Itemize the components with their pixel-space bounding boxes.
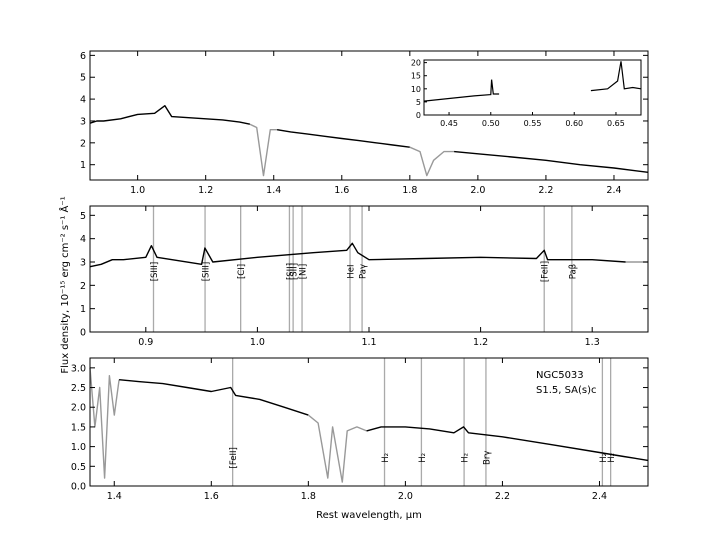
line-marker-label: [SII] bbox=[286, 263, 296, 280]
x-tick-label: 1.6 bbox=[334, 185, 349, 196]
inset-y-tick-label: 15 bbox=[411, 72, 421, 81]
line-marker-label: [NI] bbox=[299, 264, 309, 280]
x-tick-label: 0.9 bbox=[138, 337, 153, 348]
axes-frame bbox=[89, 50, 649, 181]
y-tick-label: 5 bbox=[80, 73, 86, 84]
y-tick-label: 0.0 bbox=[71, 482, 86, 493]
y-tick-label: 0 bbox=[80, 328, 86, 339]
line-marker-label: [FeII] bbox=[541, 261, 551, 282]
x-axis-label: Rest wavelength, μm bbox=[316, 510, 422, 521]
x-tick-label: 2.0 bbox=[470, 185, 485, 196]
object-annotation: NGC5033 bbox=[536, 370, 584, 381]
line-marker-label: [FeII] bbox=[229, 447, 239, 468]
line-marker-label: H₂ bbox=[607, 453, 617, 463]
x-tick-label: 1.0 bbox=[130, 185, 145, 196]
inset-panel: 0.45 0.50 0.55 0.60 0.65 0 5 10 15 20 bbox=[411, 59, 642, 128]
inset-x-tick-label: 0.60 bbox=[565, 119, 583, 128]
inset-y-tick-label: 5 bbox=[416, 98, 421, 107]
inset-frame bbox=[423, 59, 642, 116]
line-marker-label: HeI bbox=[347, 264, 357, 278]
line-marker-label: H₂ bbox=[418, 453, 428, 463]
line-marker-label: [SIII] bbox=[202, 262, 212, 282]
line-marker-label: [SIII] bbox=[150, 262, 160, 282]
x-tick-label: 2.2 bbox=[495, 491, 510, 502]
y-tick-label: 1 bbox=[80, 304, 86, 315]
x-tick-label: 1.3 bbox=[585, 337, 600, 348]
x-tick-label: 1.2 bbox=[473, 337, 488, 348]
line-marker-label: Paγ bbox=[359, 264, 369, 279]
y-tick-label: 5 bbox=[80, 211, 86, 222]
x-tick-label: 2.2 bbox=[538, 185, 553, 196]
spectrum-series bbox=[89, 242, 626, 268]
inset-x-tick-label: 0.45 bbox=[440, 119, 458, 128]
x-tick-label: 1.4 bbox=[266, 185, 281, 196]
inset-x-tick-label: 0.65 bbox=[607, 119, 625, 128]
spectrum-series bbox=[249, 123, 278, 177]
y-tick-label: 0.5 bbox=[71, 462, 86, 473]
line-marker-label: Paβ bbox=[568, 264, 578, 279]
x-tick-label: 1.1 bbox=[361, 337, 376, 348]
x-tick-label: 1.4 bbox=[107, 491, 122, 502]
line-marker-label: H₂ bbox=[599, 453, 609, 463]
x-tick-label: 1.8 bbox=[301, 491, 316, 502]
inset-y-tick-label: 0 bbox=[416, 111, 421, 120]
spectrum-series bbox=[454, 150, 649, 173]
inset-series bbox=[423, 79, 500, 102]
y-tick-label: 3 bbox=[80, 116, 86, 127]
spectrum-series bbox=[89, 367, 120, 479]
line-marker-label: Brγ bbox=[482, 451, 492, 465]
y-tick-label: 1.5 bbox=[71, 422, 86, 433]
y-tick-label: 6 bbox=[80, 51, 86, 62]
y-tick-label: 3.0 bbox=[71, 363, 86, 374]
line-marker-label: H₂ bbox=[381, 453, 391, 463]
inset-y-tick-label: 10 bbox=[411, 85, 421, 94]
y-tick-label: 2 bbox=[80, 138, 86, 149]
y-tick-label: 4 bbox=[80, 95, 86, 106]
axes-frame bbox=[89, 205, 649, 333]
inset-series bbox=[590, 61, 642, 92]
y-tick-label: 2 bbox=[80, 281, 86, 292]
inset-x-tick-label: 0.55 bbox=[524, 119, 542, 128]
x-tick-label: 1.0 bbox=[250, 337, 265, 348]
spectrum-series bbox=[89, 104, 251, 125]
inset-x-tick-label: 0.50 bbox=[482, 119, 500, 128]
y-tick-label: 1 bbox=[80, 160, 86, 171]
panel-top: 1.0 1.2 1.4 1.6 1.8 2.0 2.2 2.4 1 2 3 4 5 6 bbox=[80, 50, 649, 196]
spectrum-series bbox=[409, 146, 455, 177]
spectrum-series bbox=[366, 426, 649, 462]
line-marker-label: [SII] bbox=[290, 263, 300, 280]
y-tick-label: 1.0 bbox=[71, 442, 86, 453]
x-tick-label: 1.8 bbox=[402, 185, 417, 196]
y-tick-label: 2.0 bbox=[71, 403, 86, 414]
axes-frame bbox=[89, 357, 649, 487]
x-tick-label: 1.2 bbox=[198, 185, 213, 196]
line-marker-label: H₂ bbox=[461, 453, 471, 463]
x-tick-label: 2.4 bbox=[592, 491, 607, 502]
inset-y-tick-label: 20 bbox=[411, 59, 421, 68]
panel-middle: [SIII] [SIII] [CI] [SII][SII][NI] HeI Paγ [FeI… bbox=[80, 205, 649, 348]
y-tick-label: 2.5 bbox=[71, 383, 86, 394]
x-tick-label: 2.0 bbox=[398, 491, 413, 502]
spectrum-series bbox=[119, 379, 309, 416]
y-tick-label: 3 bbox=[80, 258, 86, 269]
object-annotation: S1.5, SA(s)c bbox=[536, 385, 597, 396]
x-tick-label: 1.6 bbox=[204, 491, 219, 502]
line-marker-label: [CI] bbox=[237, 264, 247, 279]
y-tick-label: 4 bbox=[80, 234, 86, 245]
spectrum-series bbox=[307, 414, 367, 483]
spectrum-series bbox=[276, 129, 410, 148]
x-tick-label: 2.4 bbox=[606, 185, 621, 196]
y-axis-label: Flux density, 10⁻¹⁵ erg cm⁻² s⁻¹ Å⁻¹ bbox=[58, 196, 71, 373]
